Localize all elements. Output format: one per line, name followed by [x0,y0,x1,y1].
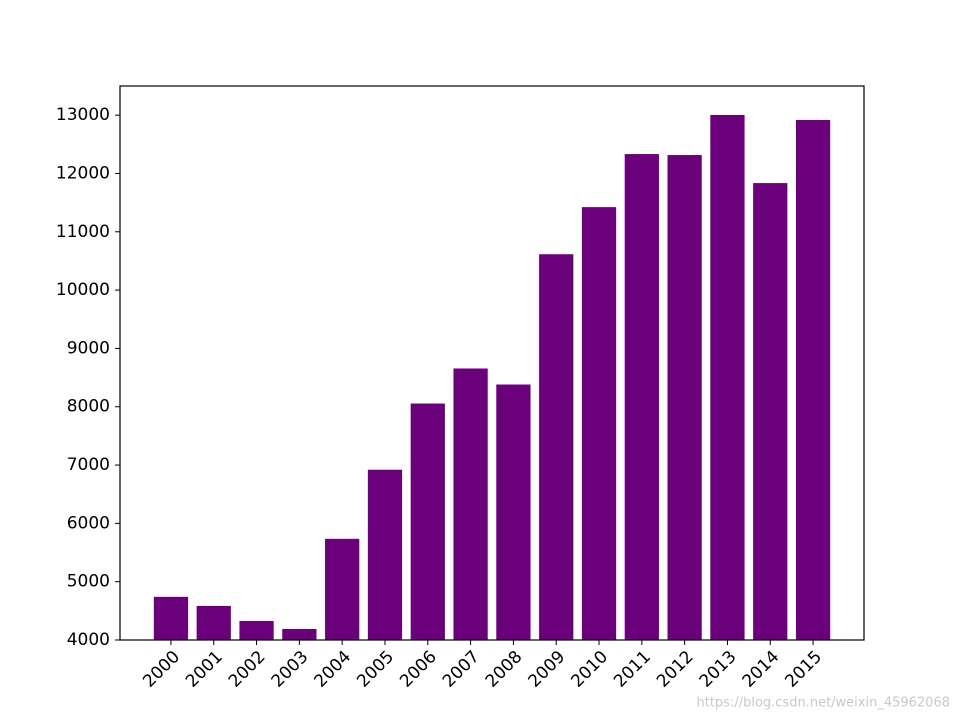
y-tick-label: 8000 [67,397,110,417]
bar [667,155,702,640]
y-tick-label: 7000 [67,455,110,475]
y-tick-label: 11000 [56,222,110,242]
y-tick-label: 12000 [56,163,110,183]
bar [581,207,617,640]
y-tick-label: 5000 [67,572,110,592]
bar [710,114,745,640]
bar [753,183,788,640]
bar [239,620,274,640]
y-tick-label: 4000 [67,630,110,650]
bar [410,403,445,640]
bar [153,596,189,640]
y-tick-label: 6000 [67,513,110,533]
plot-frame [119,85,865,641]
bar [325,538,360,640]
bar [795,119,831,640]
y-tick-label: 9000 [67,338,110,358]
bar [624,154,659,641]
bar [367,469,403,640]
bar [282,628,317,640]
bar [496,384,531,640]
y-tick-label: 10000 [56,280,110,300]
bar [196,605,231,640]
watermark: https://blog.csdn.net/weixin_45962068 [696,696,950,711]
bar [453,368,488,640]
bar [539,254,574,640]
y-tick-label: 13000 [56,105,110,125]
